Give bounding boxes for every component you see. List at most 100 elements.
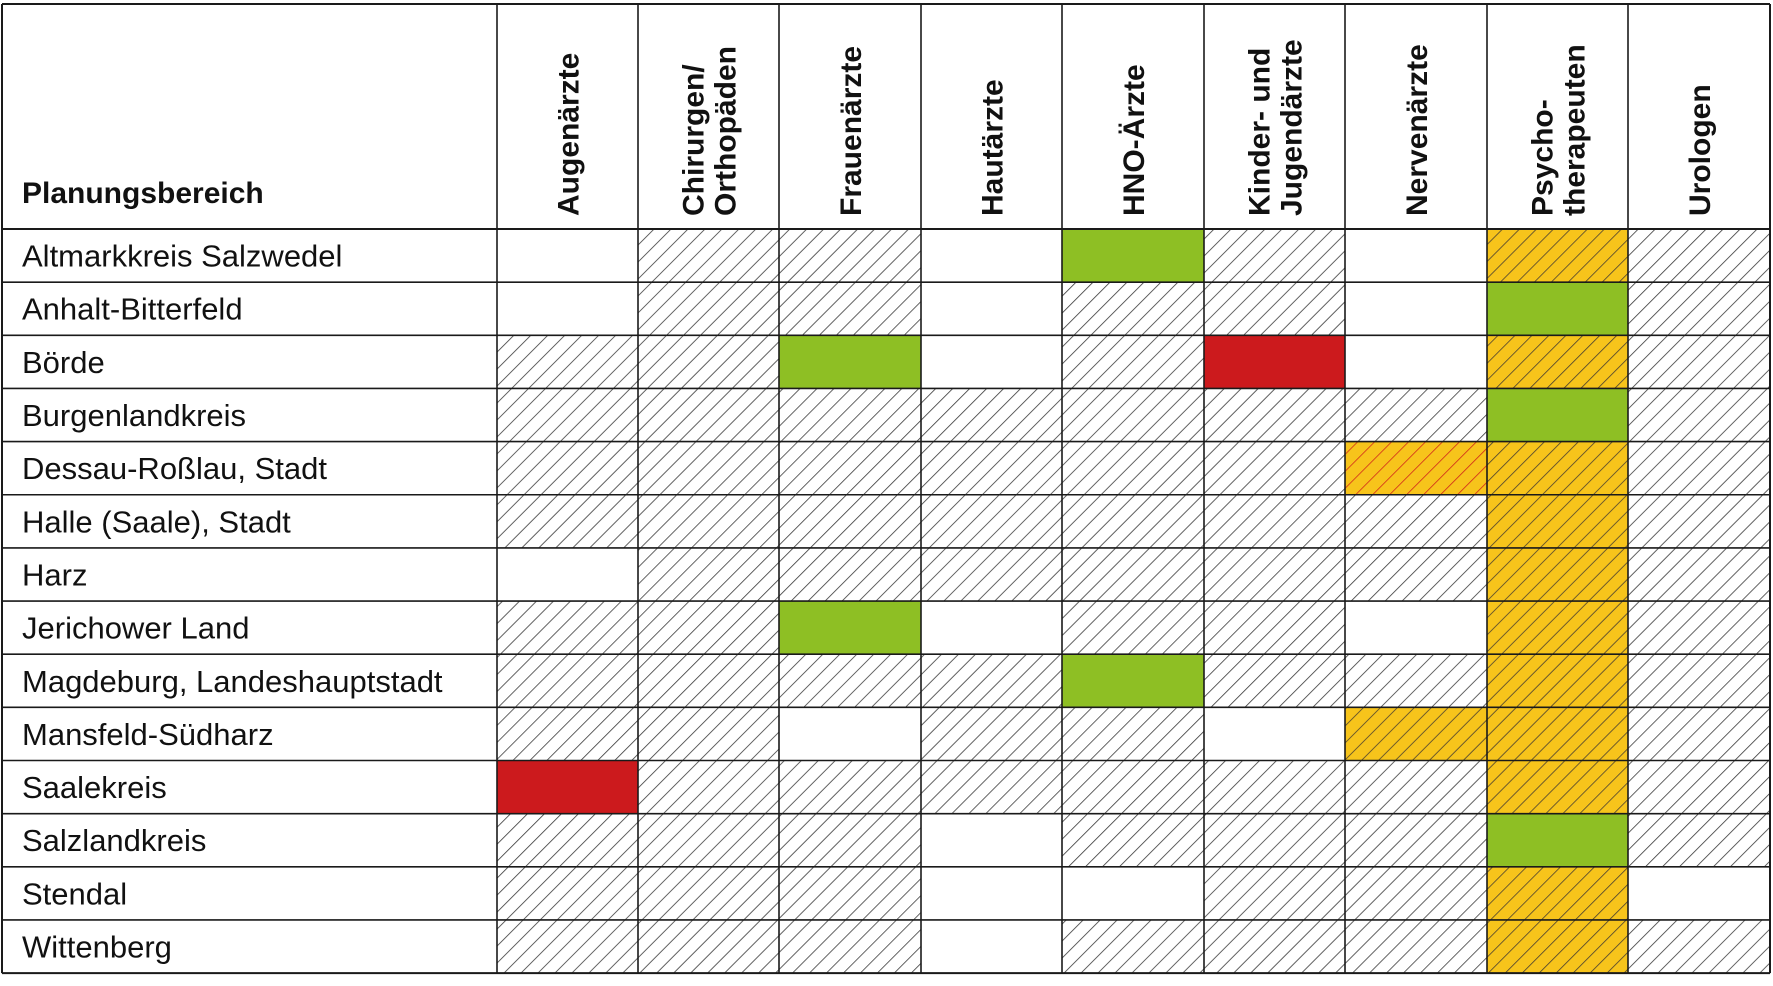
cell-hatch (1628, 813, 1770, 867)
row-label-cell (2, 335, 497, 389)
column-header-chirurgen-orthopaeden: Orthopäden (710, 46, 743, 216)
cell-green (1062, 229, 1204, 283)
cell-white (1345, 229, 1487, 283)
cell-hatch (1204, 441, 1345, 495)
cell-hatch (1628, 654, 1770, 708)
row-label-cell (2, 441, 497, 495)
cell-hatch (1345, 866, 1487, 920)
cell-hatch (638, 654, 779, 708)
row-label-anhalt-bitterfeld: Anhalt-Bitterfeld (22, 292, 243, 327)
cell-hatch (779, 494, 921, 548)
cell-yellow-hatch (1487, 335, 1628, 389)
cell-hatch (1628, 335, 1770, 389)
cell-white (921, 601, 1062, 655)
cell-hatch (1345, 813, 1487, 867)
cell-hatch (1062, 813, 1204, 867)
cell-hatch (1628, 441, 1770, 495)
row-label-cell (2, 282, 497, 336)
cell-hatch (779, 813, 921, 867)
cell-hatch (921, 388, 1062, 442)
column-header-psycho-therapeuten: Psycho- (1527, 99, 1560, 216)
cell-hatch (497, 654, 638, 708)
cell-hatch (638, 282, 779, 336)
cell-hatch (1062, 494, 1204, 548)
cell-hatch (638, 441, 779, 495)
cell-white (921, 813, 1062, 867)
cell-hatch (497, 388, 638, 442)
column-header-kinder-und-jugendaerzte: Jugendärzte (1276, 39, 1309, 216)
cell-hatch (638, 866, 779, 920)
row-label-cell (2, 229, 497, 283)
cell-white (921, 229, 1062, 283)
row-label-harz: Harz (22, 557, 87, 592)
cell-white (1062, 866, 1204, 920)
cell-hatch (1628, 494, 1770, 548)
row-label-cell (2, 494, 497, 548)
cell-hatch (1628, 282, 1770, 336)
cell-hatch (1204, 813, 1345, 867)
cell-yellow-hatch (1487, 919, 1628, 974)
cell-hatch (497, 441, 638, 495)
cell-hatch (638, 335, 779, 389)
cell-hatch (779, 866, 921, 920)
cell-hatch (779, 547, 921, 602)
row-label-mansfeld-suedharz: Mansfeld-Südharz (22, 717, 274, 752)
cell-hatch (497, 813, 638, 867)
cell-hatch (1062, 601, 1204, 655)
cell-white (1345, 282, 1487, 336)
row-label-dessau-rosslau-stadt: Dessau-Roßlau, Stadt (22, 451, 327, 486)
cell-hatch (1628, 388, 1770, 442)
row-label-cell (2, 760, 497, 814)
cell-hatch (779, 282, 921, 336)
cell-white (921, 335, 1062, 389)
row-label-cell (2, 919, 497, 974)
cell-yellow-hatch (1487, 229, 1628, 283)
cell-yellow-hatch (1487, 654, 1628, 708)
row-label-saalekreis: Saalekreis (22, 770, 167, 805)
row-label-halle-saale-stadt: Halle (Saale), Stadt (22, 504, 291, 539)
cell-hatch (1062, 919, 1204, 974)
row-label-wittenberg: Wittenberg (22, 930, 172, 965)
cell-hatch (1628, 547, 1770, 602)
cell-hatch (779, 388, 921, 442)
column-header-hautaerzte: Hautärzte (977, 79, 1010, 216)
cell-hatch (921, 707, 1062, 761)
cell-hatch (1345, 547, 1487, 602)
cell-white (497, 282, 638, 336)
cell-hatch (1062, 335, 1204, 389)
cell-hatch (1062, 282, 1204, 336)
cell-hatch (1204, 229, 1345, 283)
row-label-magdeburg-landeshauptstadt: Magdeburg, Landeshauptstadt (22, 664, 443, 699)
cell-white (921, 919, 1062, 974)
cell-hatch (921, 547, 1062, 602)
cell-hatch (779, 441, 921, 495)
row-label-cell (2, 388, 497, 442)
cell-white (921, 866, 1062, 920)
cell-hatch (1628, 601, 1770, 655)
cell-hatch (1345, 654, 1487, 708)
cell-hatch (1204, 760, 1345, 814)
cell-hatch (1345, 388, 1487, 442)
cell-hatch (1062, 707, 1204, 761)
column-header-nervenaerzte: Nervenärzte (1401, 44, 1434, 216)
cell-hatch (1345, 919, 1487, 974)
column-header-frauenaerzte: Frauenärzte (835, 46, 868, 216)
cell-red (497, 760, 638, 814)
cell-hatch (497, 601, 638, 655)
cell-green (1487, 388, 1628, 442)
cell-hatch (1628, 760, 1770, 814)
cell-hatch (1204, 547, 1345, 602)
cell-hatch (779, 654, 921, 708)
cell-yellow-hatch (1487, 760, 1628, 814)
cell-white (1204, 707, 1345, 761)
row-header-title: Planungsbereich (22, 177, 264, 210)
row-label-cell (2, 813, 497, 867)
cell-hatch (1628, 229, 1770, 283)
cell-green (1487, 813, 1628, 867)
cell-hatch (1204, 494, 1345, 548)
cell-hatch (1345, 760, 1487, 814)
cell-yellow-hatch (1345, 707, 1487, 761)
cell-green (1062, 654, 1204, 708)
cell-hatch (1204, 866, 1345, 920)
